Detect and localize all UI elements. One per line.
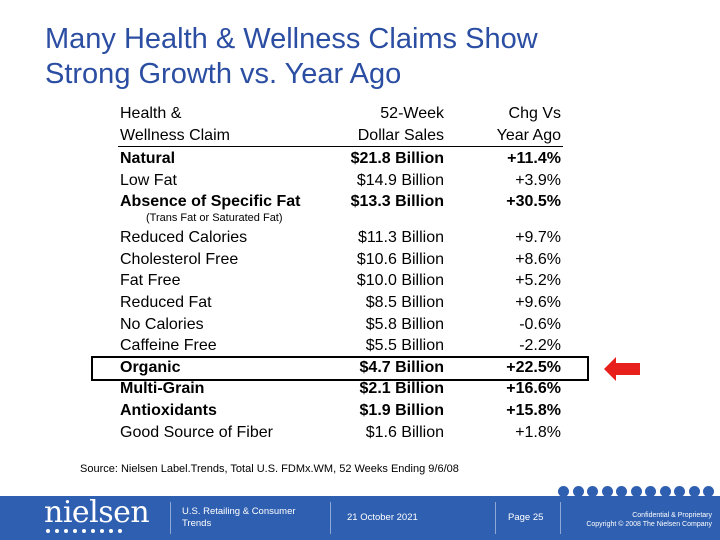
sales-cell: $10.6 Billion — [356, 251, 444, 268]
chg-cell: +22.5% — [506, 359, 561, 376]
sales-cell: $21.8 Billion — [350, 150, 444, 167]
nielsen-logo: nielsen — [44, 495, 150, 530]
table-row: Reduced Fat $8.5 Billion +9.6% — [0, 292, 720, 314]
sales-cell: $1.9 Billion — [359, 402, 444, 419]
chg-cell: +8.6% — [515, 251, 561, 268]
sales-cell: $5.5 Billion — [365, 337, 444, 354]
sales-cell: $2.1 Billion — [359, 380, 444, 397]
claim-cell: Low Fat — [120, 172, 177, 189]
source-note: Source: Nielsen Label.Trends, Total U.S.… — [80, 463, 459, 475]
table-row: Natural $21.8 Billion +11.4% — [0, 148, 720, 170]
table-row: Cholesterol Free $10.6 Billion +8.6% — [0, 249, 720, 271]
claim-cell: Cholesterol Free — [120, 251, 239, 268]
dot-icon — [674, 486, 685, 497]
claim-cell: Antioxidants — [120, 402, 217, 419]
logo-dots — [46, 529, 122, 533]
chg-cell: +16.6% — [506, 380, 561, 397]
table-row: Reduced Calories $11.3 Billion +9.7% — [0, 227, 720, 249]
table-row: No Calories $5.8 Billion -0.6% — [0, 314, 720, 336]
claim-cell: Organic — [120, 359, 181, 376]
chg-cell: +9.6% — [515, 294, 561, 311]
claim-cell: Absence of Specific Fat — [120, 193, 301, 210]
sales-cell: $4.7 Billion — [359, 359, 444, 376]
chg-cell: -0.6% — [519, 316, 561, 333]
footer-separator — [170, 502, 171, 534]
chg-cell: +30.5% — [506, 193, 561, 210]
left-arrow-icon — [604, 357, 640, 381]
claim-cell: Good Source of Fiber — [120, 424, 273, 441]
header-claim-line-1: Health & — [120, 105, 182, 122]
claim-cell: Multi-Grain — [120, 380, 205, 397]
footer-dept-line-2: Trends — [182, 518, 212, 529]
slide-title-line-1: Many Health & Wellness Claims Show — [45, 23, 538, 55]
sales-cell: $14.9 Billion — [356, 172, 444, 189]
sales-cell: $10.0 Billion — [356, 272, 444, 289]
dot-icon — [601, 486, 613, 497]
table-header-row-2: Wellness Claim Dollar Sales Year Ago — [0, 125, 720, 147]
footer-confidential: Confidential & Proprietary Copyright © 2… — [586, 511, 712, 529]
table-row: Good Source of Fiber $1.6 Billion +1.8% — [0, 422, 720, 444]
dot-icon — [616, 486, 627, 497]
claim-cell: Reduced Calories — [120, 229, 248, 246]
table-row: Absence of Specific Fat $13.3 Billion +3… — [0, 191, 720, 213]
header-claim-line-2: Wellness Claim — [120, 127, 230, 144]
header-chg-line-2: Year Ago — [496, 127, 561, 144]
dot-icon — [572, 486, 584, 497]
dot-icon — [703, 486, 714, 497]
header-underline — [118, 146, 563, 147]
organic-highlight-box — [91, 356, 589, 381]
dot-icon — [558, 486, 569, 497]
claim-cell: Caffeine Free — [120, 337, 217, 354]
slide-title-line-2: Strong Growth vs. Year Ago — [45, 58, 402, 90]
table-row: Multi-Grain $2.1 Billion +16.6% — [0, 378, 720, 400]
table-row: Organic $4.7 Billion +22.5% — [0, 357, 720, 379]
header-chg-line-1: Chg Vs — [508, 105, 561, 122]
header-sales-line-2: Dollar Sales — [357, 127, 444, 144]
footer-dept-line-1: U.S. Retailing & Consumer — [182, 506, 296, 517]
chg-cell: +11.4% — [507, 150, 561, 167]
table-row: Low Fat $14.9 Billion +3.9% — [0, 170, 720, 192]
chg-cell: +3.9% — [515, 172, 561, 189]
sales-cell: $13.3 Billion — [350, 193, 444, 210]
confidential-line-2: Copyright © 2008 The Nielsen Company — [586, 521, 712, 528]
table-row: Caffeine Free $5.5 Billion -2.2% — [0, 335, 720, 357]
dot-icon — [630, 486, 642, 497]
footer-bar: nielsen U.S. Retailing & Consumer Trends… — [0, 496, 720, 540]
dot-icon — [645, 486, 656, 497]
footer-separator — [560, 502, 561, 534]
trans-fat-note: (Trans Fat or Saturated Fat) — [146, 212, 283, 224]
dot-icon — [688, 486, 700, 497]
footer-page: Page 25 — [508, 512, 544, 523]
claim-cell: Natural — [120, 150, 176, 167]
chg-cell: +15.8% — [506, 402, 561, 419]
sales-cell: $11.3 Billion — [358, 229, 444, 246]
dot-icon — [659, 486, 671, 497]
decorative-dots — [558, 486, 714, 498]
claim-cell: No Calories — [120, 316, 204, 333]
footer-separator — [495, 502, 496, 534]
confidential-line-1: Confidential & Proprietary — [632, 512, 712, 519]
footer-date: 21 October 2021 — [347, 512, 418, 523]
chg-cell: +5.2% — [515, 272, 561, 289]
chg-cell: -2.2% — [519, 337, 561, 354]
sales-cell: $5.8 Billion — [365, 316, 444, 333]
table-row: Antioxidants $1.9 Billion +15.8% — [0, 400, 720, 422]
slide-title: Many Health & Wellness Claims Show Stron… — [45, 22, 685, 92]
sales-cell: $1.6 Billion — [365, 424, 444, 441]
sales-cell: $8.5 Billion — [365, 294, 444, 311]
table-header-row-1: Health & 52-Week Chg Vs — [0, 103, 720, 125]
chg-cell: +9.7% — [515, 229, 561, 246]
table-row: Fat Free $10.0 Billion +5.2% — [0, 270, 720, 292]
header-sales-line-1: 52-Week — [380, 105, 444, 122]
footer-separator — [330, 502, 331, 534]
claim-cell: Reduced Fat — [120, 294, 212, 311]
dot-icon — [587, 486, 598, 497]
chg-cell: +1.8% — [515, 424, 561, 441]
claim-cell: Fat Free — [120, 272, 181, 289]
